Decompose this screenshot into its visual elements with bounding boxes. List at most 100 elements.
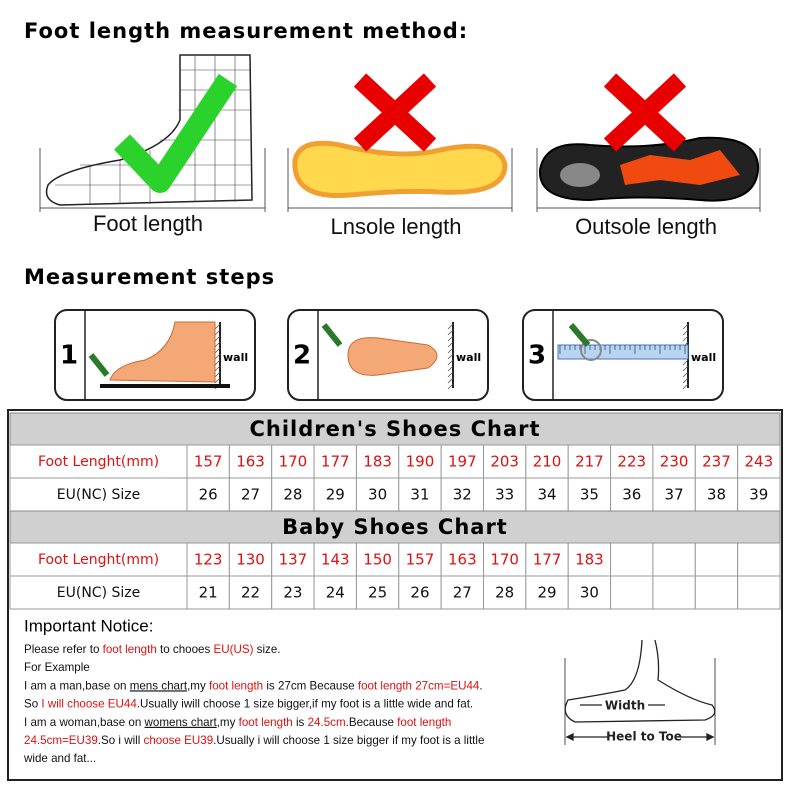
notice-text: foot length (239, 716, 293, 729)
notice-text: .Usually i will choose 1 size bigger if … (213, 734, 484, 747)
cell-value: 183 (575, 551, 604, 569)
notice-text: EU(US) (214, 643, 254, 656)
notice-line: Please refer to foot length to chooes EU… (24, 643, 281, 656)
step-number: 3 (528, 341, 546, 371)
wall-hatch (214, 377, 221, 384)
cell-value: 237 (702, 453, 731, 471)
cell-value: 183 (363, 453, 392, 471)
wall-label: wall (691, 351, 716, 364)
cell-value: 203 (490, 453, 519, 471)
notice-text: So (24, 698, 41, 711)
label-cell (9, 542, 188, 577)
cell (694, 444, 739, 479)
cell (737, 575, 781, 610)
notice-text: foot length (397, 716, 451, 729)
notice-text: is 27cm Because (263, 679, 358, 692)
notice-text: size. (253, 643, 280, 656)
cell (610, 542, 654, 577)
step-number: 1 (60, 341, 78, 371)
cell (610, 477, 654, 512)
wall-hatch (214, 365, 221, 372)
cell (313, 444, 357, 479)
wall-hatch (682, 323, 689, 330)
notice-text: to chooes (157, 643, 214, 656)
notice-text: .Because (346, 716, 398, 729)
notice-line: 24.5cm=EU39.So i will choose EU39.Usuall… (24, 734, 484, 747)
wall-hatch (682, 335, 689, 342)
notice-line: For Example (24, 661, 90, 674)
magnifier (580, 339, 602, 361)
cell-value: 23 (283, 584, 302, 602)
cell (567, 542, 612, 577)
method-label: Foot length (93, 211, 203, 236)
wall-hatch (447, 377, 454, 384)
wall-hatch (214, 347, 221, 354)
notice-line: So I will choose EU44.Usually iwill choo… (24, 698, 473, 711)
cell (483, 477, 527, 512)
wall-hatch (214, 329, 221, 336)
cell-value: 230 (660, 453, 689, 471)
wall-hatch (682, 329, 689, 336)
cell-value: 31 (410, 486, 429, 504)
notice-title: Important Notice: (24, 616, 153, 635)
notice-text: foot length 27cm=EU44 (358, 679, 480, 692)
cell-value: 27 (241, 486, 260, 504)
pencil (568, 323, 591, 347)
notice-text: choose EU39 (144, 734, 214, 747)
row-label: Foot Lenght(mm) (38, 454, 159, 470)
notice-text: 24.5cm (308, 716, 346, 729)
cell-value: 163 (448, 551, 477, 569)
notice-text: . (479, 679, 482, 692)
notice-text: mens chart (130, 679, 188, 692)
cell (483, 575, 527, 610)
wall-label: wall (223, 351, 248, 364)
cell-value: 210 (533, 453, 562, 471)
cell (652, 477, 696, 512)
cell-value: 33 (495, 486, 514, 504)
cell-value: 170 (279, 453, 308, 471)
row-label: EU(NC) Size (57, 585, 140, 601)
cell-value: 28 (495, 584, 514, 602)
cell-value: 157 (406, 551, 435, 569)
wall-hatch (447, 383, 454, 390)
notice-text: is (293, 716, 308, 729)
cell (694, 575, 739, 610)
insole-illustration (292, 73, 508, 199)
notice-text: ,my (187, 679, 209, 692)
cell-value: 190 (406, 453, 435, 471)
cell (228, 477, 273, 512)
foot-illustration (45, 54, 253, 206)
notice-text: For Example (24, 661, 90, 674)
wall-hatch (447, 347, 454, 354)
cell (440, 542, 484, 577)
cell (652, 542, 696, 577)
foot (347, 337, 438, 376)
cell-value: 35 (580, 486, 599, 504)
cell-value: 197 (448, 453, 477, 471)
cell-value: 39 (749, 486, 768, 504)
cell-value: 130 (236, 551, 265, 569)
cell (355, 575, 400, 610)
cell-value: 217 (575, 453, 604, 471)
cell (525, 575, 569, 610)
cell-value: 34 (537, 486, 556, 504)
cell (186, 575, 230, 610)
cell-value: 38 (707, 486, 726, 504)
outsole-illustration (538, 73, 760, 202)
cell (525, 477, 569, 512)
pencil (88, 353, 110, 377)
cell-value: 143 (321, 551, 350, 569)
notice-text: foot length (209, 679, 263, 692)
cell-value: 30 (368, 486, 387, 504)
chart-title-bg (9, 510, 781, 544)
notice-text: I will choose EU44 (41, 698, 137, 711)
notice-text: wide and fat... (23, 752, 96, 765)
cell-value: 37 (665, 486, 684, 504)
cell (440, 575, 484, 610)
cell-value: 30 (580, 584, 599, 602)
notice-line: I am a man,base on mens chart,my foot le… (24, 679, 483, 692)
cell (313, 477, 357, 512)
cell (398, 477, 442, 512)
cell (694, 542, 739, 577)
label-cell (9, 477, 188, 512)
